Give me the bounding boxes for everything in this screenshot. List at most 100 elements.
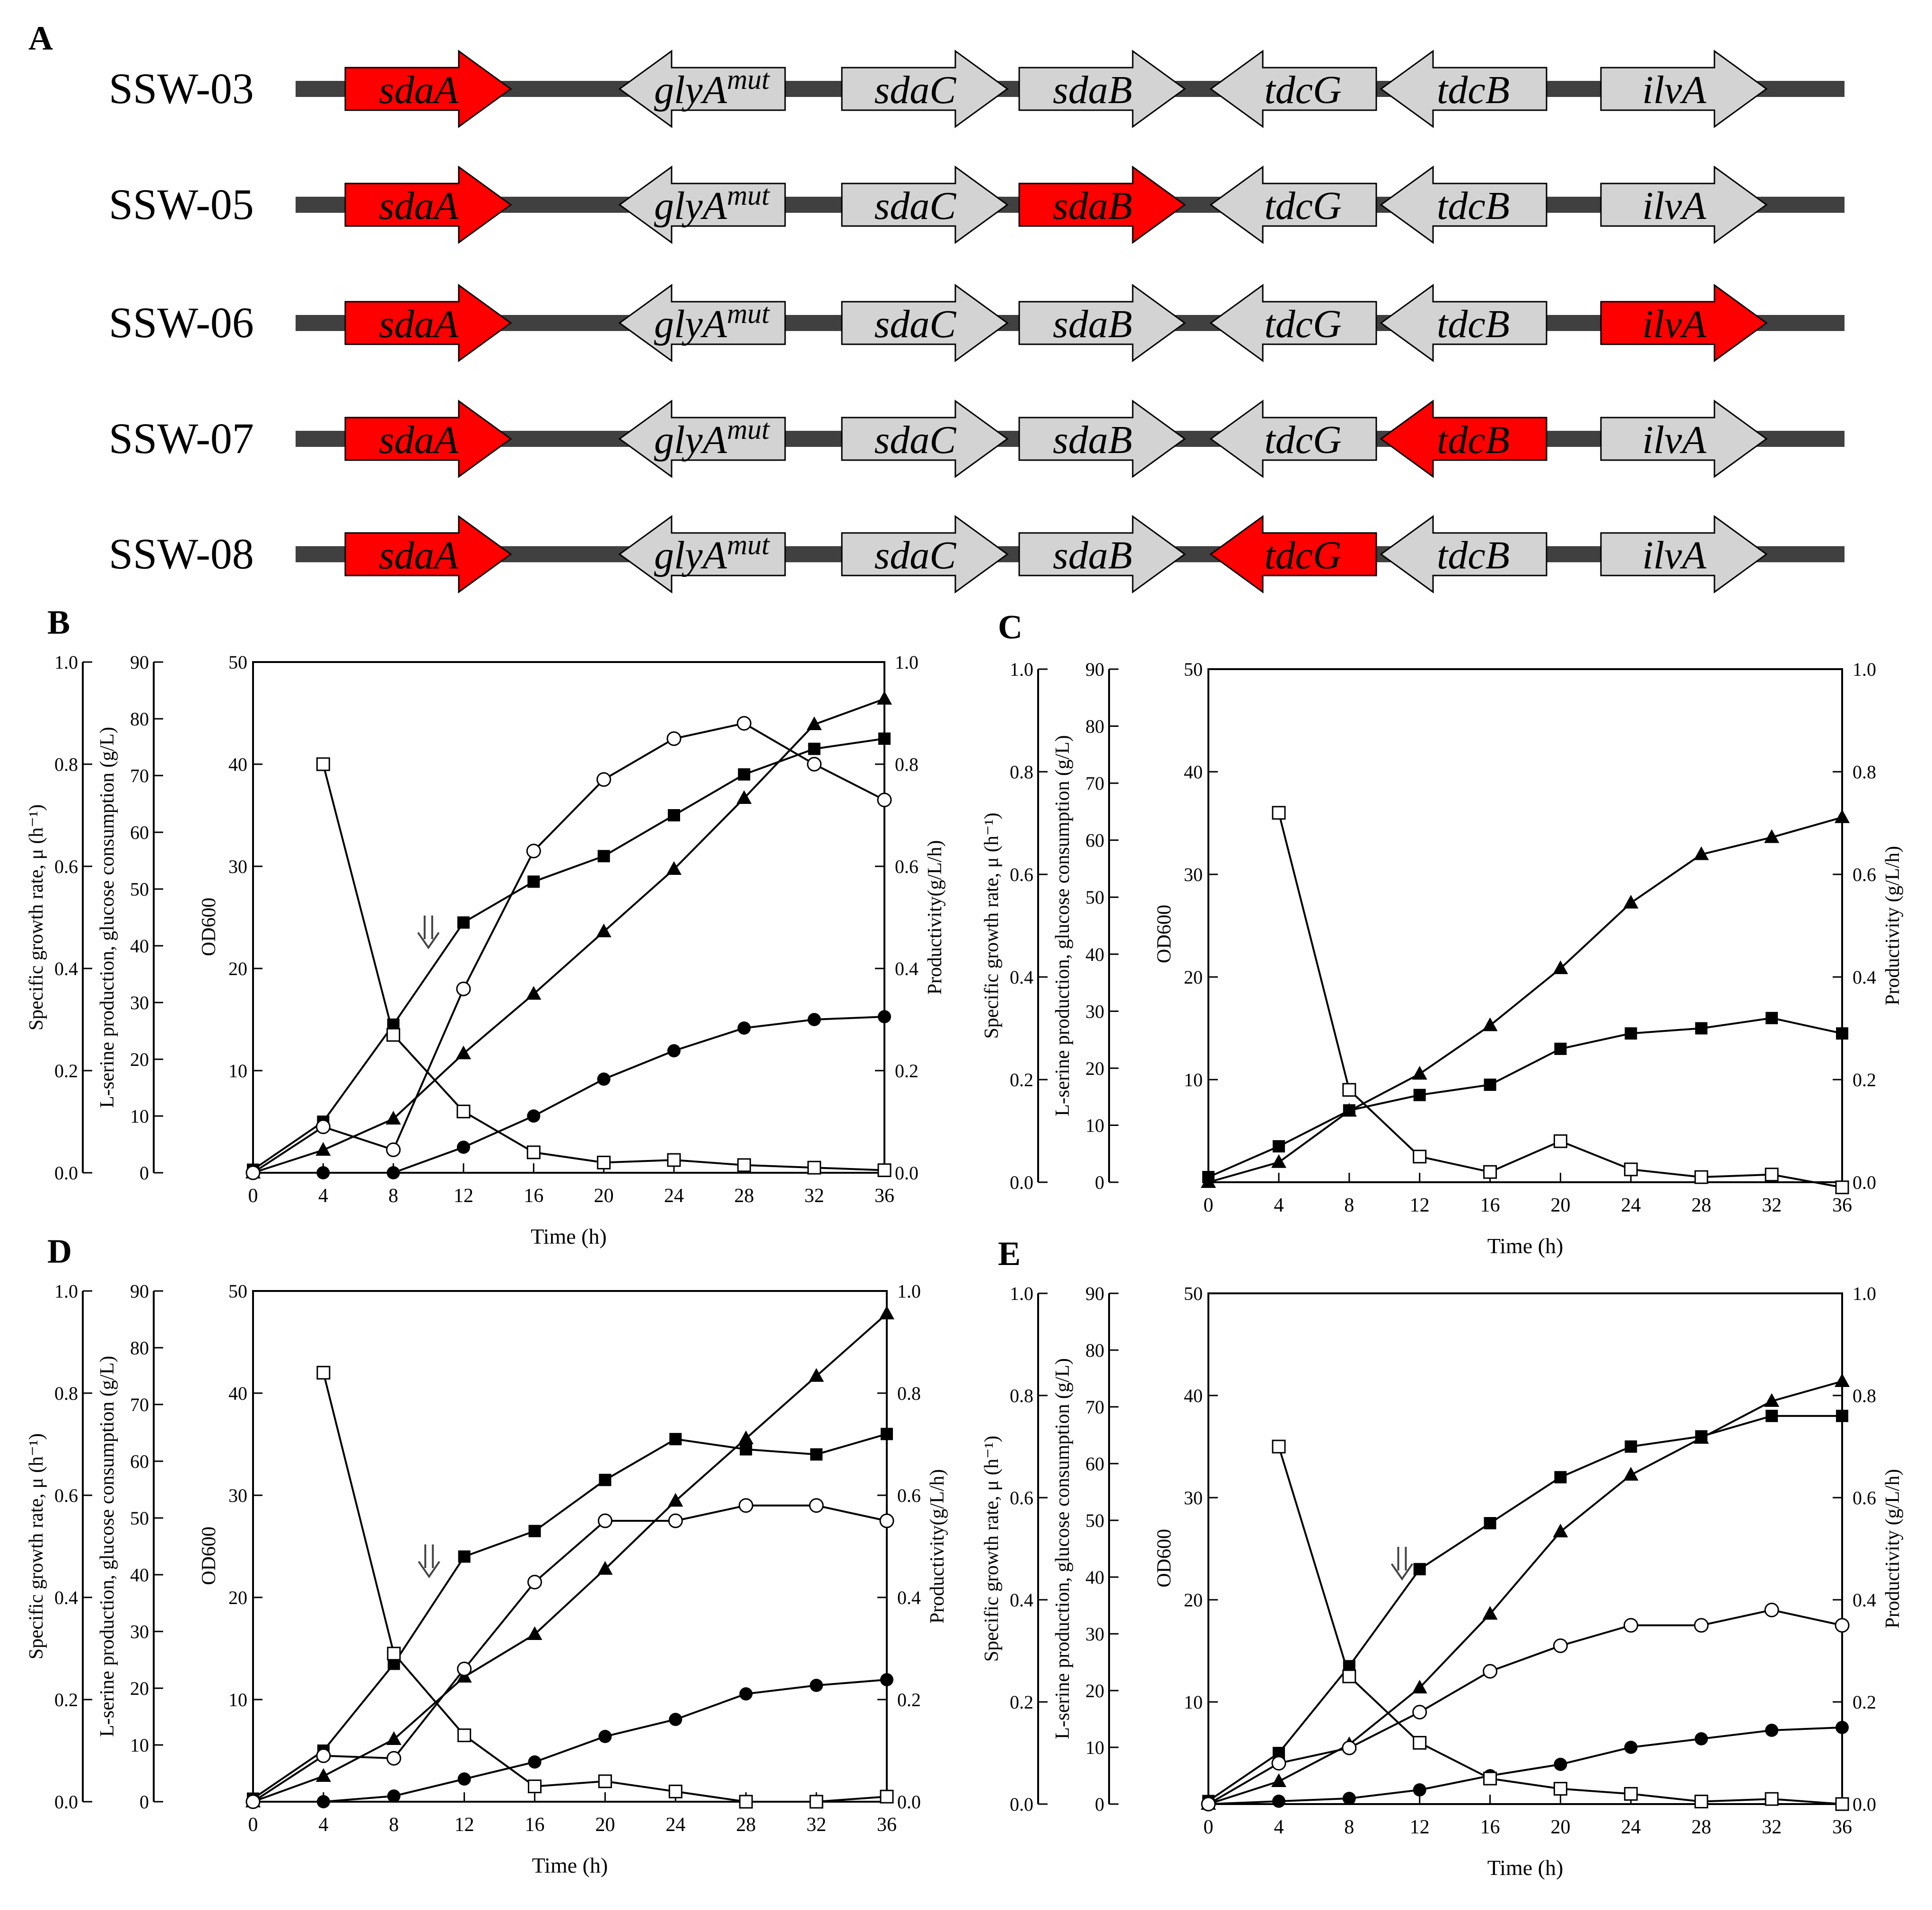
strain-row-ssw-06: SSW-06 sdaA glyAmut sdaC sdaB tdcG tdcB ilvA [109,284,1845,362]
tick-label-x: 20 [594,1185,614,1207]
tick-label-x: 32 [1762,1816,1782,1838]
gene-name: tdcG [1264,184,1341,228]
gene-label-sdaB: sdaB [1053,68,1132,112]
data-point-d-1-7 [739,1687,753,1701]
tick-label-prod: 0.0 [897,1791,921,1813]
chart-panel-e: E0.00.20.40.60.81.0010203040506070809010… [981,1235,1904,1880]
y-axis-title-productivity: Productivity (g/L/h) [1882,846,1904,1005]
data-point-e-2-3 [1412,1680,1427,1693]
y-axis-title-mu: Specific growth rate, μ (h⁻¹) [981,1436,1003,1662]
data-point-b-1-6 [667,1044,681,1057]
tick-label-prod: 0.2 [1853,1069,1876,1090]
series-line [1208,1727,1843,1805]
series-line [1277,812,1843,1188]
y-axis-title-productivity: Productivity (g/L/h) [1882,1469,1904,1628]
data-point-b-0-9 [878,733,891,745]
tick-label-x: 0 [248,1814,258,1836]
data-point-e-3-6 [1623,1618,1638,1633]
y-axis-title-mu: Specific growth rate, μ (h⁻¹) [981,812,1003,1038]
panel-label-b: B [47,603,70,641]
series-l-serine [246,1673,893,1808]
tick-label-x: 8 [389,1814,399,1836]
tick-label-x: 36 [1832,1816,1852,1838]
gene-name: ilvA [1642,68,1706,112]
tick-label-x: 12 [454,1185,473,1207]
strain-name: SSW-07 [109,414,254,462]
tick-label-x: 20 [1550,1195,1570,1216]
series-line [252,738,885,1171]
tick-label-gl: 40 [1085,944,1104,965]
tick-label-x: 12 [455,1814,474,1836]
data-point-b-4-5 [597,1155,611,1169]
data-point-d-1-1 [316,1795,330,1808]
gene-label-tdcB: tdcB [1437,302,1510,346]
strain-row-ssw-03: SSW-03 sdaA glyAmut sdaC sdaB tdcG tdcB ilvA [109,50,1845,128]
y-axis-title-od: OD600 [198,898,220,956]
tick-label-prod: 0.0 [1853,1794,1876,1815]
tick-label-mu: 0.8 [54,1383,78,1404]
gene-arrow-tdcG [1209,284,1377,362]
strain-name: SSW-08 [109,530,254,578]
y-axis-title-gl: L-serine production, glucose consumption… [96,1356,118,1737]
gene-label-tdcG: tdcG [1264,184,1341,228]
tick-label-prod: 0.8 [1853,1385,1876,1406]
gene-name: glyA [654,302,727,346]
data-point-e-4-4 [1483,1771,1497,1786]
gene-arrow-tdcG [1209,400,1377,478]
data-point-b-2-2 [385,1111,401,1125]
gene-label-sdaA: sdaA [379,302,459,346]
gene-name: sdaB [1053,533,1132,577]
tick-label-od: 40 [1184,1385,1203,1406]
data-point-c-1-3 [1412,1065,1427,1080]
data-point-c-2-1 [1272,806,1286,820]
data-point-b-3-8 [807,757,822,772]
series-od600 [247,1428,893,1805]
data-point-b-1-1 [316,1166,330,1179]
gene-arrow-ilvA [1600,400,1768,478]
gene-arrow-sdaB [1018,515,1186,593]
data-point-b-1-5 [597,1073,611,1086]
data-point-b-1-3 [457,1141,470,1154]
tick-label-gl: 90 [1085,659,1104,680]
x-axis-title: Time (h) [1487,1234,1564,1258]
gene-arrow-sdaC [841,284,1009,362]
gene-label-glyA: glyAmut [654,298,770,346]
tick-label-x: 8 [1344,1816,1354,1838]
gene-label-sdaC: sdaC [874,68,957,112]
data-point-b-2-7 [736,790,752,804]
tick-label-od: 10 [228,1689,247,1710]
tick-label-x: 4 [318,1814,328,1836]
data-point-d-1-9 [880,1673,893,1686]
x-axis-title: Time (h) [1487,1856,1564,1880]
data-point-e-4-8 [1765,1792,1779,1806]
gene-arrow-sdaC [841,515,1009,593]
tick-label-gl: 80 [130,708,149,730]
series-glucose-consumption [245,1306,894,1807]
data-point-e-4-9 [1835,1797,1849,1811]
gene-name: sdaB [1053,184,1132,228]
tick-label-gl: 60 [1085,1453,1104,1474]
tick-label-gl: 20 [130,1049,149,1070]
data-point-e-3-5 [1553,1638,1568,1653]
data-point-d-2-1 [315,1768,331,1782]
tick-label-mu: 0.4 [1010,1589,1033,1611]
tick-label-x: 36 [874,1185,894,1207]
gene-arrow-sdaA [344,166,512,244]
data-point-d-4-5 [598,1774,612,1788]
tick-label-mu: 0.2 [1010,1692,1033,1713]
data-point-c-0-9 [1836,1027,1848,1040]
data-point-d-3-7 [738,1498,753,1513]
data-point-e-4-6 [1624,1787,1638,1801]
y-axis-title-mu: Specific growth rate, μ (h⁻¹) [26,1433,47,1659]
tick-label-mu: 0.2 [1010,1069,1033,1090]
data-point-d-1-6 [669,1713,682,1726]
data-point-d-3-5 [597,1513,612,1528]
gene-superscript: mut [727,529,770,560]
tick-label-mu: 0.6 [54,856,78,877]
y-axis-title-mu: Specific growth rate, μ (h⁻¹) [26,804,47,1030]
gene-label-sdaC: sdaC [874,302,957,346]
tick-label-gl: 90 [1085,1283,1104,1304]
tick-label-x: 16 [524,1185,543,1207]
data-point-d-0-4 [528,1525,541,1537]
gene-label-sdaA: sdaA [379,68,459,112]
